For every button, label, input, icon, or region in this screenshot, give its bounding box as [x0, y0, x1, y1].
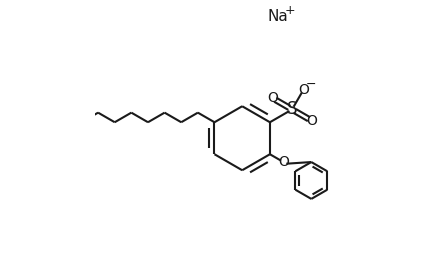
Text: Na: Na	[268, 9, 289, 24]
Text: O: O	[267, 91, 278, 105]
Text: O: O	[298, 83, 309, 97]
Text: S: S	[287, 100, 297, 119]
Text: −: −	[305, 78, 316, 91]
Text: +: +	[285, 4, 296, 17]
Text: O: O	[278, 155, 289, 169]
Text: O: O	[306, 114, 317, 128]
